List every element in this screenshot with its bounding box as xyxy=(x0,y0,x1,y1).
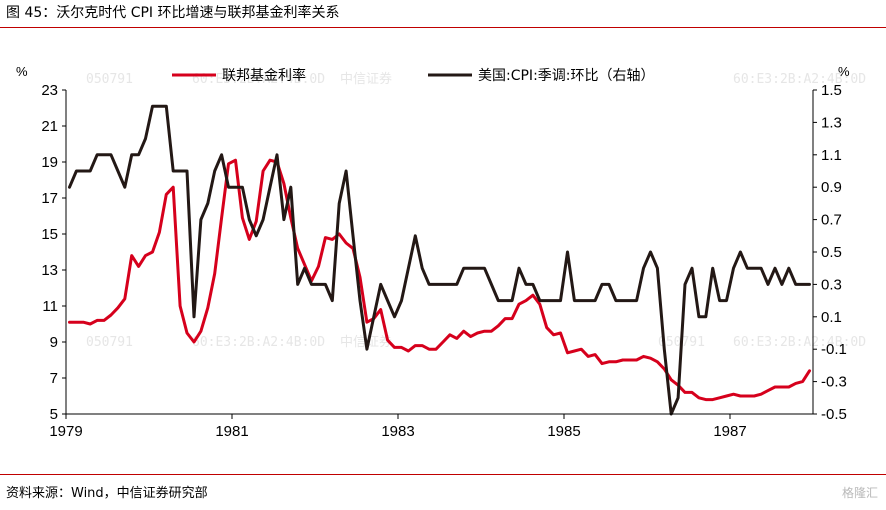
left-tick-label: 15 xyxy=(41,226,58,243)
right-tick-label: 0.3 xyxy=(821,276,842,293)
source-note: 资料来源：Wind，中信证券研究部 xyxy=(6,486,208,501)
legend: 联邦基金利率 美国:CPI:季调:环比（右轴） xyxy=(172,67,655,84)
watermark-text: 60:E3:2B:A2:4B:0D xyxy=(192,335,325,350)
left-tick-label: 7 xyxy=(50,370,58,387)
legend-label-cpi: 美国:CPI:季调:环比（右轴） xyxy=(478,68,655,84)
watermark-layer: 050791 60:E3:2B:A2:4B:0D 中信证券 60:E3:2B:A… xyxy=(86,71,866,350)
x-tick-label: 1979 xyxy=(49,423,82,440)
footer-rule xyxy=(0,474,886,475)
chart-canvas: 050791 60:E3:2B:A2:4B:0D 中信证券 60:E3:2B:A… xyxy=(16,64,866,440)
watermark-text: 60:E3:2B:A2:4B:0D xyxy=(733,335,866,350)
left-tick-label: 13 xyxy=(41,262,58,279)
left-tick-label: 17 xyxy=(41,190,58,207)
right-tick-label: 1.5 xyxy=(821,82,842,99)
right-tick-label: 1.1 xyxy=(821,147,842,164)
left-axis: 5 7 9 11 13 15 17 19 21 23 xyxy=(41,82,66,423)
watermark-text: 60:E3:2B:A2:4B:0D xyxy=(192,72,325,87)
x-tick-label: 1987 xyxy=(713,423,746,440)
right-tick-label: 0.1 xyxy=(821,309,842,326)
right-tick-label: -0.1 xyxy=(821,341,847,358)
x-axis: 1979 1981 1983 1985 1987 xyxy=(49,414,747,440)
right-axis: -0.5 -0.3 -0.1 0.1 0.3 0.5 0.7 0.9 1.1 1.3 1.5 xyxy=(813,82,847,423)
right-tick-label: 1.3 xyxy=(821,114,842,131)
x-tick-label: 1983 xyxy=(381,423,414,440)
left-axis-unit: % xyxy=(16,64,28,79)
left-tick-label: 11 xyxy=(42,298,58,315)
series-line-fed-funds xyxy=(68,158,811,402)
right-tick-label: 0.7 xyxy=(821,212,842,229)
series-line-cpi xyxy=(68,104,811,416)
watermark-text: 中信证券 xyxy=(340,71,392,87)
right-tick-label: -0.5 xyxy=(821,406,847,423)
watermark-text: 60:E3:2B:A2:4B:0D xyxy=(733,72,866,87)
figure-title: 图 45：沃尔克时代 CPI 环比增速与联邦基金利率关系 xyxy=(6,5,340,21)
series-layer xyxy=(68,104,811,416)
right-tick-label: 0.5 xyxy=(821,244,842,261)
x-tick-label: 1985 xyxy=(547,423,580,440)
right-tick-label: 0.9 xyxy=(821,179,842,196)
right-tick-label: -0.3 xyxy=(821,374,847,391)
title-rule xyxy=(0,27,886,28)
left-tick-label: 9 xyxy=(50,334,58,351)
brand-logo: 格隆汇 xyxy=(841,486,878,500)
left-tick-label: 5 xyxy=(50,406,58,423)
right-axis-unit: % xyxy=(838,64,850,79)
watermark-text: 050791 xyxy=(86,335,133,350)
legend-label-fed-funds: 联邦基金利率 xyxy=(222,67,306,84)
watermark-text: 050791 xyxy=(86,72,133,87)
x-tick-label: 1981 xyxy=(215,423,248,440)
left-tick-label: 19 xyxy=(41,154,58,171)
left-tick-label: 21 xyxy=(41,118,58,135)
left-tick-label: 23 xyxy=(41,82,58,99)
